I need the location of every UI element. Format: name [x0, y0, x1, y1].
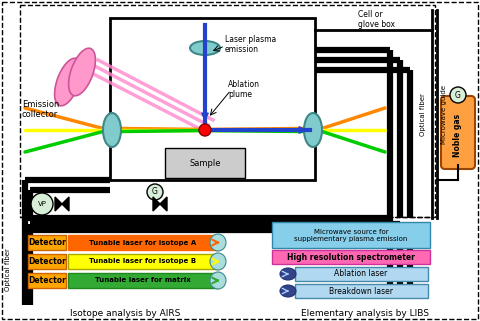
Bar [68, 273, 218, 288]
FancyBboxPatch shape [441, 96, 475, 169]
Text: Tunable laser for isotope B: Tunable laser for isotope B [89, 258, 197, 265]
Bar [110, 18, 315, 180]
Text: Sample: Sample [189, 159, 221, 168]
Ellipse shape [55, 58, 82, 106]
Ellipse shape [280, 285, 296, 297]
Text: Breakdown laser: Breakdown laser [329, 287, 393, 296]
Polygon shape [55, 197, 62, 211]
Bar [295, 267, 428, 281]
Ellipse shape [103, 113, 121, 147]
Bar [165, 148, 245, 178]
Ellipse shape [280, 268, 296, 280]
Text: G: G [455, 91, 461, 100]
Bar [272, 250, 430, 264]
Text: Detector: Detector [28, 257, 66, 266]
Text: High resolution spectrometer: High resolution spectrometer [287, 253, 415, 262]
Text: Isotope analysis by AIRS: Isotope analysis by AIRS [70, 308, 180, 317]
Ellipse shape [69, 48, 96, 96]
Bar [272, 222, 430, 248]
Ellipse shape [210, 234, 226, 251]
Text: Optical fiber: Optical fiber [420, 93, 426, 136]
Ellipse shape [304, 113, 322, 147]
Polygon shape [153, 197, 160, 211]
Text: Tunable laser for matrix: Tunable laser for matrix [95, 277, 191, 283]
Text: VP: VP [37, 201, 47, 207]
Text: Optical fiber: Optical fiber [5, 248, 11, 291]
Ellipse shape [210, 272, 226, 289]
Ellipse shape [190, 41, 220, 55]
Circle shape [199, 124, 211, 136]
Bar [28, 273, 66, 288]
Text: Microwave source for
supplementary plasma emission: Microwave source for supplementary plasm… [294, 229, 408, 241]
Text: Ablation laser: Ablation laser [335, 270, 388, 279]
Ellipse shape [210, 253, 226, 270]
Polygon shape [160, 197, 167, 211]
Bar [28, 235, 66, 250]
Circle shape [450, 87, 466, 103]
Text: Tunable laser for isotope A: Tunable laser for isotope A [89, 239, 197, 246]
Text: Cell or
glove box: Cell or glove box [358, 10, 395, 30]
Polygon shape [62, 197, 69, 211]
Text: G: G [152, 187, 158, 196]
Bar [68, 254, 218, 269]
Bar [295, 284, 428, 298]
Text: Elementary analysis by LIBS: Elementary analysis by LIBS [301, 308, 429, 317]
Text: Noble gas: Noble gas [454, 113, 463, 157]
Bar [28, 254, 66, 269]
Circle shape [147, 184, 163, 200]
Text: Ablation
plume: Ablation plume [228, 80, 260, 100]
Text: Emission
collector: Emission collector [22, 100, 60, 119]
Text: Laser plasma
emission: Laser plasma emission [225, 35, 276, 54]
Circle shape [31, 193, 53, 215]
Text: Microwave guide: Microwave guide [441, 85, 447, 144]
Text: Detector: Detector [28, 276, 66, 285]
Bar [68, 235, 218, 250]
Text: Detector: Detector [28, 238, 66, 247]
Bar [20, 5, 435, 217]
